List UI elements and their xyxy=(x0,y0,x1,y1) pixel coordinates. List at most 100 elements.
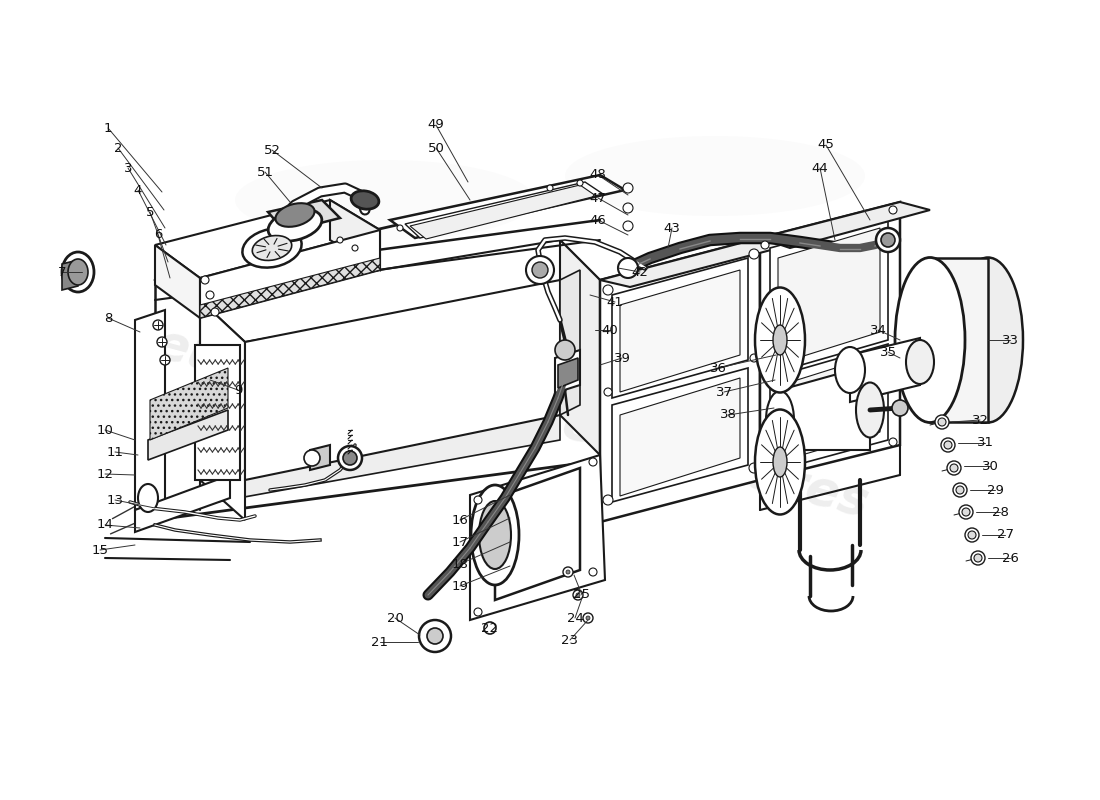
Circle shape xyxy=(959,505,974,519)
Circle shape xyxy=(974,554,982,562)
Text: 48: 48 xyxy=(590,169,606,182)
Polygon shape xyxy=(760,202,900,480)
Polygon shape xyxy=(135,475,230,532)
Circle shape xyxy=(956,486,964,494)
Polygon shape xyxy=(778,228,880,364)
Circle shape xyxy=(944,441,952,449)
Text: 42: 42 xyxy=(631,266,648,278)
Circle shape xyxy=(623,221,632,231)
Circle shape xyxy=(947,461,961,475)
Text: 43: 43 xyxy=(663,222,681,234)
Circle shape xyxy=(876,228,900,252)
Polygon shape xyxy=(850,338,920,402)
Polygon shape xyxy=(200,415,560,505)
Ellipse shape xyxy=(252,235,292,261)
Circle shape xyxy=(153,320,163,330)
Circle shape xyxy=(419,620,451,652)
Circle shape xyxy=(953,483,967,497)
Text: 13: 13 xyxy=(107,494,123,506)
Polygon shape xyxy=(62,260,78,290)
Circle shape xyxy=(157,337,167,347)
Circle shape xyxy=(889,438,896,446)
Circle shape xyxy=(427,628,443,644)
Circle shape xyxy=(304,450,320,466)
Circle shape xyxy=(618,258,638,278)
Text: 26: 26 xyxy=(1002,551,1019,565)
Text: 23: 23 xyxy=(561,634,579,646)
Polygon shape xyxy=(150,368,228,440)
Polygon shape xyxy=(200,300,245,520)
Text: 4: 4 xyxy=(134,183,142,197)
Circle shape xyxy=(749,463,759,473)
Text: 15: 15 xyxy=(91,543,109,557)
Circle shape xyxy=(206,291,214,299)
Text: 19: 19 xyxy=(452,579,469,593)
Text: 33: 33 xyxy=(1001,334,1019,346)
Ellipse shape xyxy=(235,160,535,240)
Polygon shape xyxy=(560,270,580,415)
Text: 44: 44 xyxy=(812,162,828,174)
Ellipse shape xyxy=(773,325,786,355)
Text: 47: 47 xyxy=(590,191,606,205)
Polygon shape xyxy=(770,344,888,472)
Polygon shape xyxy=(410,185,596,239)
Text: 49: 49 xyxy=(428,118,444,131)
Text: 20: 20 xyxy=(386,611,404,625)
Text: 10: 10 xyxy=(97,423,113,437)
Polygon shape xyxy=(200,230,380,318)
Circle shape xyxy=(938,418,946,426)
Text: 40: 40 xyxy=(602,323,618,337)
Circle shape xyxy=(211,308,219,316)
Circle shape xyxy=(201,276,209,284)
Text: 1: 1 xyxy=(103,122,112,134)
Circle shape xyxy=(968,531,976,539)
Polygon shape xyxy=(780,365,870,450)
Text: 6: 6 xyxy=(154,229,162,242)
Circle shape xyxy=(337,237,343,243)
Text: 9: 9 xyxy=(234,383,242,397)
Text: 11: 11 xyxy=(107,446,123,458)
Circle shape xyxy=(556,340,575,360)
Text: 27: 27 xyxy=(997,529,1013,542)
Text: 41: 41 xyxy=(606,295,624,309)
Circle shape xyxy=(761,241,769,249)
Text: 37: 37 xyxy=(715,386,733,398)
Text: eurospares: eurospares xyxy=(150,320,466,448)
Circle shape xyxy=(578,180,583,186)
Polygon shape xyxy=(620,270,740,392)
Text: 39: 39 xyxy=(614,351,630,365)
Circle shape xyxy=(623,183,632,193)
Ellipse shape xyxy=(471,485,519,585)
Text: 28: 28 xyxy=(991,506,1009,518)
Text: 36: 36 xyxy=(710,362,726,374)
Circle shape xyxy=(484,622,496,634)
Circle shape xyxy=(950,464,958,472)
Circle shape xyxy=(971,551,984,565)
Polygon shape xyxy=(310,445,330,470)
Circle shape xyxy=(573,590,583,600)
Circle shape xyxy=(588,568,597,576)
Polygon shape xyxy=(778,354,880,462)
Polygon shape xyxy=(148,410,228,460)
Polygon shape xyxy=(470,455,605,620)
Circle shape xyxy=(623,203,632,213)
Circle shape xyxy=(965,528,979,542)
Text: 14: 14 xyxy=(97,518,113,531)
Text: 29: 29 xyxy=(987,483,1003,497)
Text: 50: 50 xyxy=(428,142,444,154)
Text: 3: 3 xyxy=(123,162,132,174)
Circle shape xyxy=(935,415,949,429)
Circle shape xyxy=(563,567,573,577)
Ellipse shape xyxy=(275,203,315,227)
Circle shape xyxy=(881,233,895,247)
Ellipse shape xyxy=(68,259,88,285)
Ellipse shape xyxy=(856,382,884,438)
Circle shape xyxy=(586,616,590,620)
Text: 32: 32 xyxy=(971,414,989,426)
Circle shape xyxy=(532,262,548,278)
Circle shape xyxy=(761,471,769,479)
Ellipse shape xyxy=(268,209,322,241)
Text: 7: 7 xyxy=(57,266,66,278)
Polygon shape xyxy=(760,202,930,248)
Polygon shape xyxy=(155,245,200,318)
